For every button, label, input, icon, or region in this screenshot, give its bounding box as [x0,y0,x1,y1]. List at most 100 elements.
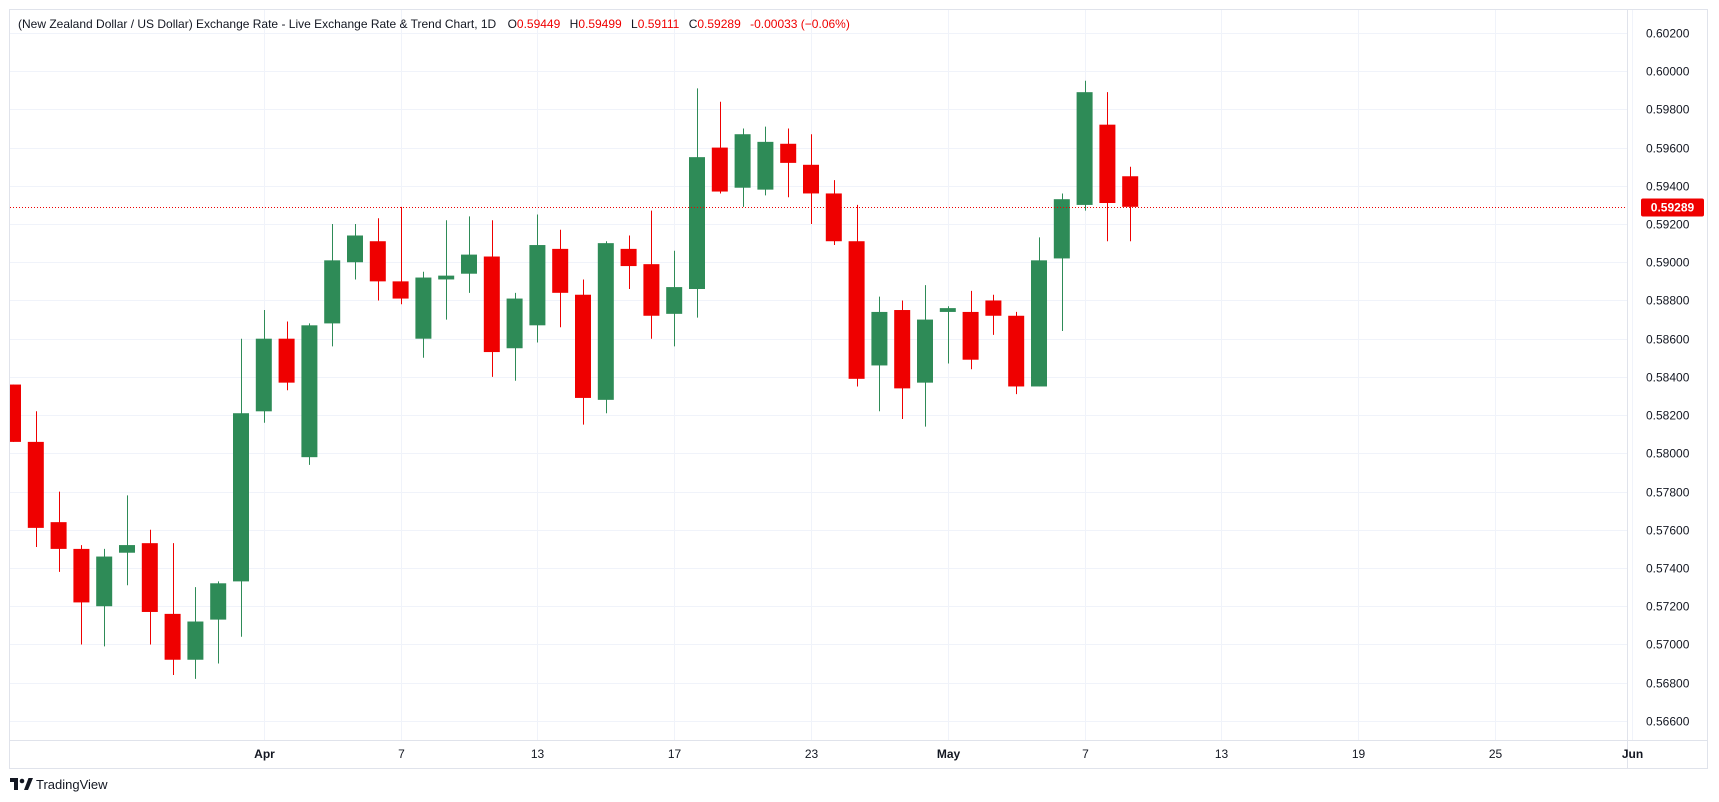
price-tick-label: 0.58800 [1646,294,1690,308]
price-tick-label: 0.57000 [1646,638,1690,652]
candle-body [438,275,455,280]
time-axis[interactable]: Apr7131723May7131925Jun5111723Jul [254,747,1719,761]
candle-body [575,294,591,398]
candle[interactable] [711,101,728,194]
candle[interactable] [597,241,614,414]
time-tick-label: 7 [1082,747,1089,761]
candle[interactable] [825,180,842,246]
price-tick-label: 0.58600 [1646,333,1690,347]
candle-body [1099,124,1116,204]
candle[interactable] [529,214,546,343]
time-tick-label: 25 [1489,747,1503,761]
candle[interactable] [666,250,683,347]
price-tick-label: 0.59800 [1646,103,1690,117]
candle-body [50,522,67,549]
candle-body [255,338,272,412]
candle[interactable] [210,581,227,664]
candle-body [894,310,911,389]
candle[interactable] [1031,237,1047,387]
candle[interactable] [506,292,523,381]
candle[interactable] [10,384,21,442]
candle-body [415,277,432,339]
candle[interactable] [780,128,797,198]
time-tick-label: 19 [1352,747,1366,761]
candle-body [597,243,614,400]
price-tick-label: 0.59200 [1646,218,1690,232]
candle[interactable] [1122,166,1139,242]
candle-body [164,613,181,660]
candle[interactable] [939,306,956,364]
price-tick-label: 0.60200 [1646,27,1690,41]
high-value: 0.59499 [578,17,622,31]
candle[interactable] [461,216,477,293]
tradingview-brand[interactable]: TradingView [10,777,108,792]
tradingview-logo-icon [10,778,33,790]
candle[interactable] [278,321,295,391]
candle[interactable] [803,134,819,225]
candle-body [780,143,797,163]
candle-body [689,157,705,290]
candle[interactable] [552,229,569,328]
candle[interactable] [255,310,272,423]
candle-body [10,384,21,442]
candle[interactable] [871,296,888,412]
candle[interactable] [1008,311,1025,395]
price-tick-label: 0.56600 [1646,715,1690,729]
candle[interactable] [164,543,181,676]
candle[interactable] [962,290,979,370]
candle-body [871,311,888,366]
candle[interactable] [1053,193,1070,332]
candle[interactable] [917,285,933,427]
candle[interactable] [324,224,341,347]
candle[interactable] [233,338,249,637]
candle[interactable] [347,224,363,280]
candle-body [620,248,637,267]
candle[interactable] [643,210,660,339]
price-tick-label: 0.60000 [1646,65,1690,79]
candles[interactable] [10,80,1139,679]
candle[interactable] [1099,92,1116,242]
candle-body [301,325,318,458]
candle[interactable] [438,220,455,320]
last-price-tag: 0.59289 [1641,198,1704,217]
chart-title: (New Zealand Dollar / US Dollar) Exchang… [18,17,497,31]
candle[interactable] [27,411,44,547]
candle-body [369,241,386,282]
candle[interactable] [483,220,500,377]
candle[interactable] [392,206,409,305]
candle[interactable] [415,271,432,358]
time-tick-label: 23 [805,747,819,761]
price-axis[interactable]: 0.56600 0.56800 0.57000 0.57200 0.57400 0.576… [1646,27,1690,729]
candle[interactable] [734,128,751,207]
candle-body [233,413,249,582]
candle[interactable] [301,323,318,465]
time-tick-label: 17 [668,747,682,761]
candle[interactable] [757,126,774,196]
candle-body [917,319,933,383]
last-price-tag-background [1641,198,1704,217]
candle[interactable] [141,529,158,645]
candle[interactable] [369,218,386,301]
candle[interactable] [894,300,911,419]
candle[interactable] [73,545,90,645]
candle[interactable] [50,491,67,572]
candle[interactable] [848,204,865,387]
candle[interactable] [119,495,135,586]
candle-body [73,548,90,603]
candle[interactable] [575,279,591,425]
candle[interactable] [96,548,113,647]
candle[interactable] [620,235,637,290]
candle[interactable] [187,587,204,679]
candle[interactable] [1076,80,1093,211]
candle-body [711,147,728,192]
candle-body [187,621,204,660]
open-value: 0.59449 [517,17,561,31]
candle-body [461,254,477,274]
candle[interactable] [985,294,1002,335]
candle[interactable] [689,88,705,318]
price-tick-label: 0.59400 [1646,180,1690,194]
close-label: C [689,17,698,31]
candle-body [1053,199,1070,259]
